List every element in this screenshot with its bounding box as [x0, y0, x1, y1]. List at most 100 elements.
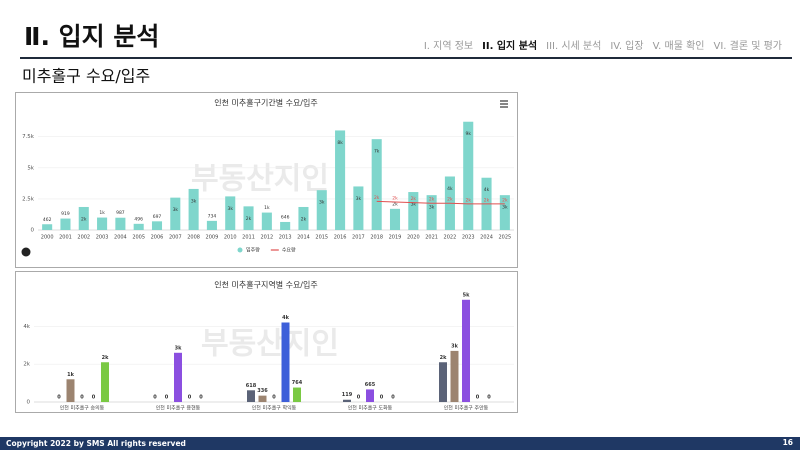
data-label: 919 — [61, 211, 70, 217]
bar — [439, 362, 447, 402]
x-tick-label: 2023 — [462, 235, 475, 241]
data-label: 3k — [173, 207, 179, 213]
bar — [101, 362, 109, 402]
x-tick-label: 2018 — [370, 235, 383, 241]
x-tick-label: 2007 — [169, 235, 182, 241]
y-tick-label: 0 — [27, 400, 31, 406]
bar — [243, 206, 254, 230]
data-label: 496 — [134, 216, 143, 222]
x-tick-label: 2014 — [297, 235, 310, 241]
data-label: 3k — [227, 206, 233, 212]
nav-item: IV. 입장 — [610, 39, 643, 52]
x-tick-label: 2025 — [498, 235, 511, 241]
x-tick-label: 2008 — [187, 235, 200, 241]
x-tick-label: 2022 — [444, 235, 457, 241]
data-label: 2k — [429, 197, 435, 203]
x-tick-label: 2013 — [279, 235, 292, 241]
data-label: 2k — [81, 216, 87, 222]
nav-item: I. 지역 정보 — [424, 40, 473, 52]
data-label: 665 — [365, 382, 376, 388]
data-label: 3k — [502, 205, 508, 211]
data-label: 2k — [447, 197, 453, 203]
x-tick-label: 2005 — [132, 235, 145, 241]
y-tick-label: 0 — [31, 228, 35, 234]
watermark: 부동산지인 — [191, 162, 329, 197]
y-tick-label: 2.5k — [22, 196, 35, 202]
bar — [42, 224, 53, 230]
data-label: 2k — [484, 197, 490, 203]
y-tick-label: 4k — [23, 324, 30, 330]
data-label: 2k — [102, 355, 109, 361]
chart-title: 인천 미추홀구기간별 수요/입주 — [214, 98, 317, 108]
bar — [188, 188, 199, 230]
data-label: 0 — [80, 395, 84, 401]
data-label: 2k — [392, 196, 398, 202]
data-label: 3k — [191, 198, 197, 204]
data-label: 1k — [67, 372, 74, 378]
bar — [247, 390, 255, 402]
data-label: 734 — [208, 213, 217, 219]
bar — [280, 221, 291, 230]
bar — [281, 322, 290, 402]
x-tick-label: 2021 — [425, 235, 438, 241]
data-label: 646 — [281, 214, 290, 220]
nav-item: VI. 결론 및 평가 — [713, 40, 782, 52]
data-label: 0 — [487, 395, 491, 401]
copyright: Copyright 2022 by SMS All rights reserve… — [6, 439, 186, 448]
bar — [78, 206, 89, 230]
data-label: 2k — [465, 197, 471, 203]
data-label: 462 — [43, 217, 52, 223]
y-tick-label: 7.5k — [22, 134, 35, 140]
bar — [115, 217, 126, 230]
data-label: 0 — [357, 395, 361, 401]
bar — [371, 139, 382, 230]
bar — [366, 389, 374, 402]
y-tick-label: 5k — [27, 165, 34, 171]
data-label: 9k — [465, 131, 471, 137]
watermark: 부동산지인 — [201, 327, 339, 362]
data-label: 3k — [429, 205, 435, 211]
bar — [426, 195, 437, 230]
data-label: 0 — [153, 395, 157, 401]
data-label: 4k — [484, 187, 490, 193]
data-label: 2k — [301, 216, 307, 222]
bar — [97, 217, 108, 230]
bar — [389, 208, 401, 230]
logo-icon — [21, 247, 31, 257]
legend-label: 입주량 — [246, 247, 260, 254]
data-label: 3k — [411, 202, 417, 208]
bar — [462, 299, 470, 402]
bar — [343, 399, 351, 402]
bar — [174, 352, 182, 402]
bar — [408, 192, 419, 230]
legend-label: 수요량 — [282, 247, 296, 254]
data-label: 987 — [116, 210, 125, 216]
slide-title: Ⅱ. 입지 분석 — [24, 22, 159, 51]
x-tick-label: 2017 — [352, 235, 365, 241]
menu-icon[interactable] — [500, 100, 508, 108]
data-label: 0 — [380, 395, 384, 401]
data-label: 0 — [476, 395, 480, 401]
x-tick-label: 2011 — [242, 235, 255, 241]
bar — [66, 379, 75, 402]
data-label: 3k — [175, 345, 182, 351]
x-tick-label: 인천 미추홀구 학익동 — [252, 405, 297, 412]
bar — [298, 206, 309, 230]
data-label: 119 — [342, 392, 353, 398]
x-tick-label: 2003 — [96, 235, 109, 241]
data-label: 1k — [99, 210, 105, 216]
bar — [293, 387, 301, 402]
y-tick-label: 2k — [23, 362, 30, 368]
bar — [60, 218, 71, 230]
x-tick-label: 2002 — [77, 235, 90, 241]
x-tick-label: 2016 — [334, 235, 347, 241]
x-tick-label: 인천 미추홀구 숭의동 — [60, 405, 105, 412]
bar — [463, 121, 474, 230]
data-label: 3k — [319, 200, 325, 206]
bar — [206, 220, 217, 230]
data-label: 0 — [57, 395, 61, 401]
bar — [258, 395, 267, 402]
data-label: 4k — [447, 186, 453, 192]
x-tick-label: 인천 미추홀구 주안동 — [444, 405, 489, 412]
